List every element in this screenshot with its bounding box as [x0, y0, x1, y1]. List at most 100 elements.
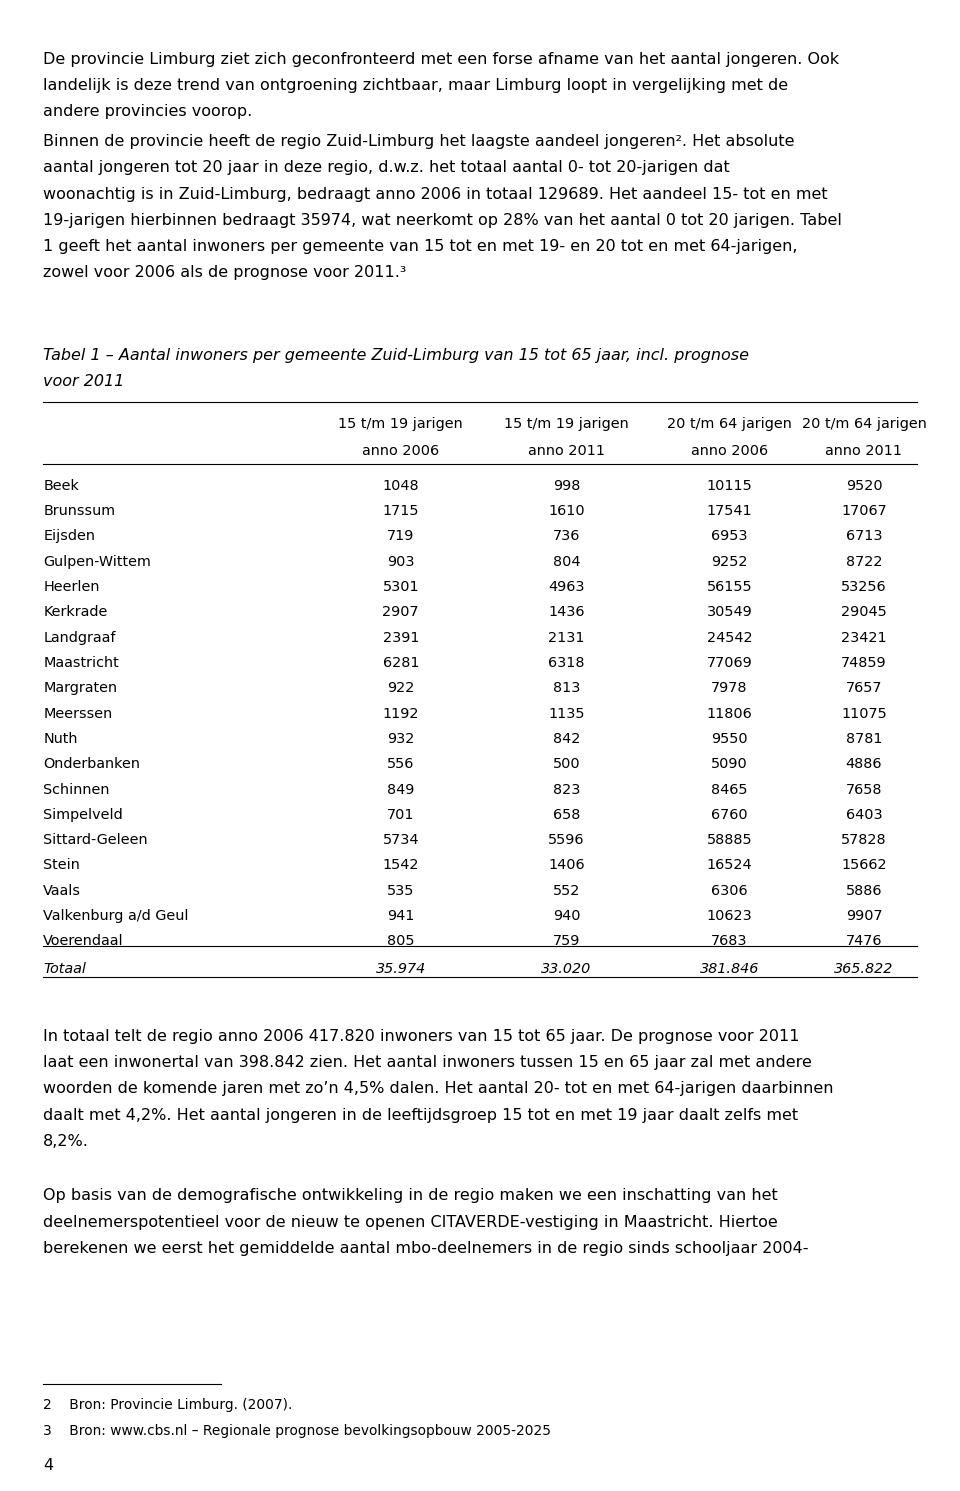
Text: 1192: 1192 — [382, 707, 420, 720]
Text: 922: 922 — [387, 681, 415, 695]
Text: 74859: 74859 — [841, 656, 887, 669]
Text: 2131: 2131 — [548, 631, 585, 644]
Text: 6760: 6760 — [711, 808, 748, 822]
Text: 15 t/m 19 jarigen: 15 t/m 19 jarigen — [339, 417, 463, 431]
Text: 9907: 9907 — [846, 910, 882, 923]
Text: 701: 701 — [387, 808, 415, 822]
Text: 8465: 8465 — [711, 783, 748, 796]
Text: Stein: Stein — [43, 859, 80, 872]
Text: Sittard-Geleen: Sittard-Geleen — [43, 833, 148, 847]
Text: Maastricht: Maastricht — [43, 656, 119, 669]
Text: Brunssum: Brunssum — [43, 504, 115, 517]
Text: 940: 940 — [553, 910, 580, 923]
Text: 7657: 7657 — [846, 681, 882, 695]
Text: Kerkrade: Kerkrade — [43, 605, 108, 619]
Text: 4886: 4886 — [846, 757, 882, 771]
Text: 4963: 4963 — [548, 580, 585, 593]
Text: Totaal: Totaal — [43, 962, 86, 977]
Text: 5301: 5301 — [382, 580, 420, 593]
Text: 9550: 9550 — [711, 732, 748, 746]
Text: 8781: 8781 — [846, 732, 882, 746]
Text: 1135: 1135 — [548, 707, 585, 720]
Text: 24542: 24542 — [707, 631, 753, 644]
Text: 535: 535 — [387, 884, 415, 898]
Text: 932: 932 — [387, 732, 415, 746]
Text: 17067: 17067 — [841, 504, 887, 517]
Text: 1048: 1048 — [382, 479, 420, 494]
Text: Schinnen: Schinnen — [43, 783, 109, 796]
Text: 58885: 58885 — [707, 833, 753, 847]
Text: 53256: 53256 — [841, 580, 887, 593]
Text: 29045: 29045 — [841, 605, 887, 619]
Text: 998: 998 — [553, 479, 580, 494]
Text: laat een inwonertal van 398.842 zien. Het aantal inwoners tussen 15 en 65 jaar z: laat een inwonertal van 398.842 zien. He… — [43, 1056, 812, 1071]
Text: 365.822: 365.822 — [834, 962, 894, 977]
Text: 6281: 6281 — [382, 656, 420, 669]
Text: 35.974: 35.974 — [375, 962, 426, 977]
Text: 11075: 11075 — [841, 707, 887, 720]
Text: Landgraaf: Landgraaf — [43, 631, 116, 644]
Text: Margraten: Margraten — [43, 681, 117, 695]
Text: 9520: 9520 — [846, 479, 882, 494]
Text: anno 2006: anno 2006 — [362, 443, 440, 458]
Text: Binnen de provincie heeft de regio Zuid-Limburg het laagste aandeel jongeren². H: Binnen de provincie heeft de regio Zuid-… — [43, 134, 795, 149]
Text: 1610: 1610 — [548, 504, 585, 517]
Text: 2    Bron: Provincie Limburg. (2007).: 2 Bron: Provincie Limburg. (2007). — [43, 1399, 297, 1412]
Text: 941: 941 — [387, 910, 415, 923]
Text: 77069: 77069 — [707, 656, 753, 669]
Text: 57828: 57828 — [841, 833, 887, 847]
Text: Op basis van de demografische ontwikkeling in de regio maken we een inschatting : Op basis van de demografische ontwikkeli… — [43, 1188, 778, 1203]
Text: 719: 719 — [387, 529, 415, 543]
Text: 805: 805 — [387, 935, 415, 948]
Text: 4: 4 — [43, 1458, 54, 1473]
Text: 5090: 5090 — [711, 757, 748, 771]
Text: 813: 813 — [553, 681, 580, 695]
Text: 1 geeft het aantal inwoners per gemeente van 15 tot en met 19- en 20 tot en met : 1 geeft het aantal inwoners per gemeente… — [43, 239, 798, 253]
Text: 7978: 7978 — [711, 681, 748, 695]
Text: Valkenburg a/d Geul: Valkenburg a/d Geul — [43, 910, 189, 923]
Text: deelnemerspotentieel voor de nieuw te openen CITAVERDE-vestiging in Maastricht. : deelnemerspotentieel voor de nieuw te op… — [43, 1215, 778, 1230]
Text: Meerssen: Meerssen — [43, 707, 112, 720]
Text: 20 t/m 64 jarigen: 20 t/m 64 jarigen — [667, 417, 792, 431]
Text: 7476: 7476 — [846, 935, 882, 948]
Text: 552: 552 — [553, 884, 580, 898]
Text: 759: 759 — [553, 935, 580, 948]
Text: 23421: 23421 — [841, 631, 887, 644]
Text: daalt met 4,2%. Het aantal jongeren in de leeftijdsgroep 15 tot en met 19 jaar d: daalt met 4,2%. Het aantal jongeren in d… — [43, 1108, 799, 1123]
Text: 11806: 11806 — [707, 707, 753, 720]
Text: 10115: 10115 — [707, 479, 753, 494]
Text: De provincie Limburg ziet zich geconfronteerd met een forse afname van het aanta: De provincie Limburg ziet zich geconfron… — [43, 52, 839, 67]
Text: anno 2011: anno 2011 — [528, 443, 605, 458]
Text: 1436: 1436 — [548, 605, 585, 619]
Text: andere provincies voorop.: andere provincies voorop. — [43, 104, 252, 119]
Text: 17541: 17541 — [707, 504, 753, 517]
Text: Onderbanken: Onderbanken — [43, 757, 140, 771]
Text: zowel voor 2006 als de prognose voor 2011.³: zowel voor 2006 als de prognose voor 201… — [43, 265, 407, 280]
Text: 3    Bron: www.cbs.nl – Regionale prognose bevolkingsopbouw 2005-2025: 3 Bron: www.cbs.nl – Regionale prognose … — [43, 1424, 551, 1439]
Text: Eijsden: Eijsden — [43, 529, 95, 543]
Text: 1542: 1542 — [382, 859, 420, 872]
Text: 5596: 5596 — [548, 833, 585, 847]
Text: anno 2011: anno 2011 — [826, 443, 902, 458]
Text: 381.846: 381.846 — [700, 962, 759, 977]
Text: 16524: 16524 — [707, 859, 753, 872]
Text: 556: 556 — [387, 757, 415, 771]
Text: Heerlen: Heerlen — [43, 580, 100, 593]
Text: 2391: 2391 — [382, 631, 420, 644]
Text: 500: 500 — [553, 757, 580, 771]
Text: 2907: 2907 — [382, 605, 420, 619]
Text: 8722: 8722 — [846, 555, 882, 568]
Text: aantal jongeren tot 20 jaar in deze regio, d.w.z. het totaal aantal 0- tot 20-ja: aantal jongeren tot 20 jaar in deze regi… — [43, 161, 730, 176]
Text: 6306: 6306 — [711, 884, 748, 898]
Text: 7683: 7683 — [711, 935, 748, 948]
Text: 823: 823 — [553, 783, 580, 796]
Text: Gulpen-Wittem: Gulpen-Wittem — [43, 555, 151, 568]
Text: 1715: 1715 — [382, 504, 420, 517]
Text: 9252: 9252 — [711, 555, 748, 568]
Text: Beek: Beek — [43, 479, 79, 494]
Text: Vaals: Vaals — [43, 884, 82, 898]
Text: voor 2011: voor 2011 — [43, 374, 125, 389]
Text: 849: 849 — [387, 783, 415, 796]
Text: 20 t/m 64 jarigen: 20 t/m 64 jarigen — [802, 417, 926, 431]
Text: woorden de komende jaren met zo’n 4,5% dalen. Het aantal 20- tot en met 64-jarig: woorden de komende jaren met zo’n 4,5% d… — [43, 1081, 833, 1096]
